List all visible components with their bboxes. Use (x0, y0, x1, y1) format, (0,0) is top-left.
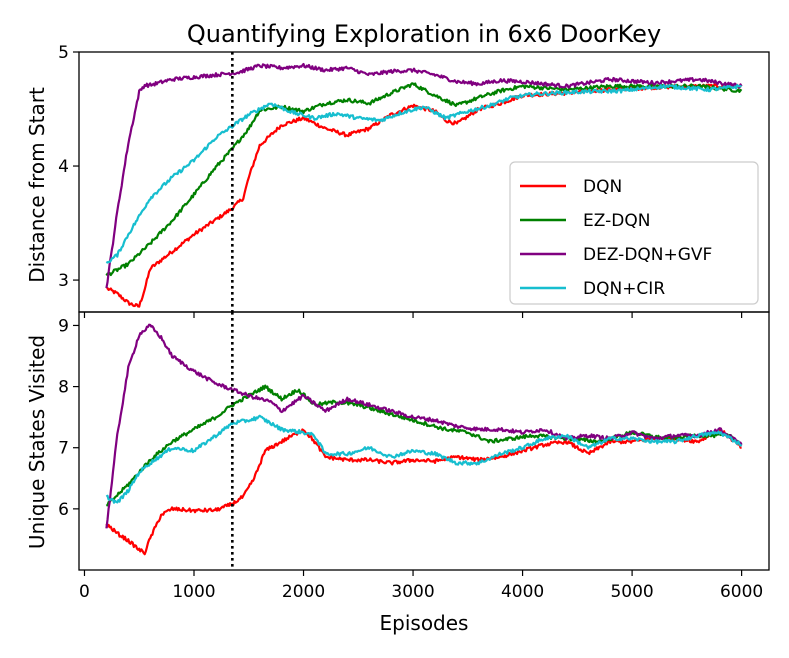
x-tick-label: 0 (79, 582, 90, 602)
series-line-4 (105, 84, 742, 264)
legend-label: EZ-DQN (583, 211, 650, 231)
series-line-3 (105, 323, 743, 529)
plot-frame (78, 311, 770, 571)
series-line-3 (105, 62, 743, 289)
y-tick-label: 8 (58, 378, 69, 398)
bottom-panel: 0 1000 2000 3000 4000 5000 6000 6 7 8 9 (58, 311, 770, 602)
x-tick-label: 3000 (391, 582, 434, 602)
series-line-1 (105, 427, 742, 556)
legend-label: DQN+CIR (583, 279, 665, 299)
legend-label: DEZ-DQN+GVF (583, 245, 712, 265)
x-tick-label: 2000 (282, 582, 325, 602)
legend-frame (509, 161, 759, 305)
y-tick-label: 6 (58, 500, 69, 520)
chart-title: Quantifying Exploration in 6x6 DoorKey (187, 20, 661, 48)
y-tick-label: 3 (58, 271, 69, 291)
y-tick-label: 4 (58, 157, 69, 177)
y-tick-label: 5 (58, 43, 69, 63)
series-line-4 (105, 414, 743, 504)
legend-label: DQN (583, 177, 622, 197)
y-tick-label: 7 (58, 439, 69, 459)
x-axis-label: Episodes (380, 611, 469, 635)
x-tick-label: 1000 (172, 582, 215, 602)
bottom-y-axis-label: Unique States Visited (25, 335, 49, 549)
top-y-axis-label: Distance from Start (25, 87, 49, 283)
top-panel: 3 4 5 (58, 43, 770, 318)
y-tick-label: 9 (58, 316, 69, 336)
series-line-2 (105, 82, 743, 277)
x-tick-label: 5000 (610, 582, 653, 602)
x-tick-label: 4000 (501, 582, 544, 602)
legend: DQN EZ-DQN DEZ-DQN+GVF DQN+CIR (509, 161, 759, 305)
x-tick-label: 6000 (720, 582, 763, 602)
